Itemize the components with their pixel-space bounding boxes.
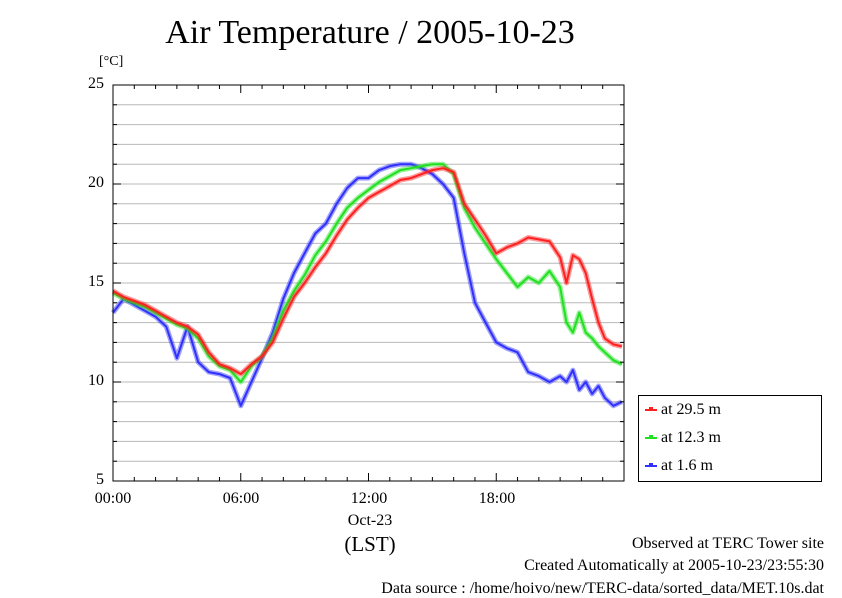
footer-site: Observed at TERC Tower site: [631, 535, 824, 552]
x-date-label: Oct-23: [347, 512, 393, 529]
series-line: [112, 163, 623, 407]
legend-label: at 1.6 m: [661, 457, 713, 474]
legend-swatch-blue: [645, 463, 657, 468]
legend-item: at 29.5 m: [645, 401, 721, 419]
x-tick-label: 06:00: [222, 490, 260, 507]
axis-ticks: [112, 84, 625, 482]
legend-label: at 12.3 m: [661, 429, 721, 446]
x-axis-label: (LST): [344, 532, 396, 556]
footer-created: Created Automatically at 2005-10-23/23:5…: [524, 557, 824, 574]
series-line: [112, 163, 623, 383]
chart-title: Air Temperature / 2005-10-23: [165, 14, 575, 51]
legend-item: at 12.3 m: [645, 429, 721, 447]
legend: at 29.5 m at 12.3 m at 1.6 m: [638, 395, 822, 482]
x-tick-label: 18:00: [478, 490, 516, 507]
y-tick-label: 25: [88, 75, 104, 92]
legend-label: at 29.5 m: [661, 401, 721, 418]
y-axis-unit: [°C]: [99, 54, 124, 69]
y-tick-label: 5: [96, 471, 104, 488]
series-layer: [111, 161, 623, 409]
x-tick-label: 00:00: [94, 490, 132, 507]
y-tick-label: 15: [88, 273, 104, 290]
series-line: [112, 167, 623, 376]
y-tick-label: 10: [88, 372, 104, 389]
legend-swatch-green: [645, 435, 657, 440]
legend-item: at 1.6 m: [645, 457, 713, 475]
x-tick-label: 12:00: [350, 490, 388, 507]
footer-source: Data source : /home/hoivo/new/TERC-data/…: [381, 580, 824, 597]
legend-swatch-red: [645, 407, 657, 412]
grid-lines: [113, 104, 624, 462]
y-tick-label: 20: [88, 174, 104, 191]
